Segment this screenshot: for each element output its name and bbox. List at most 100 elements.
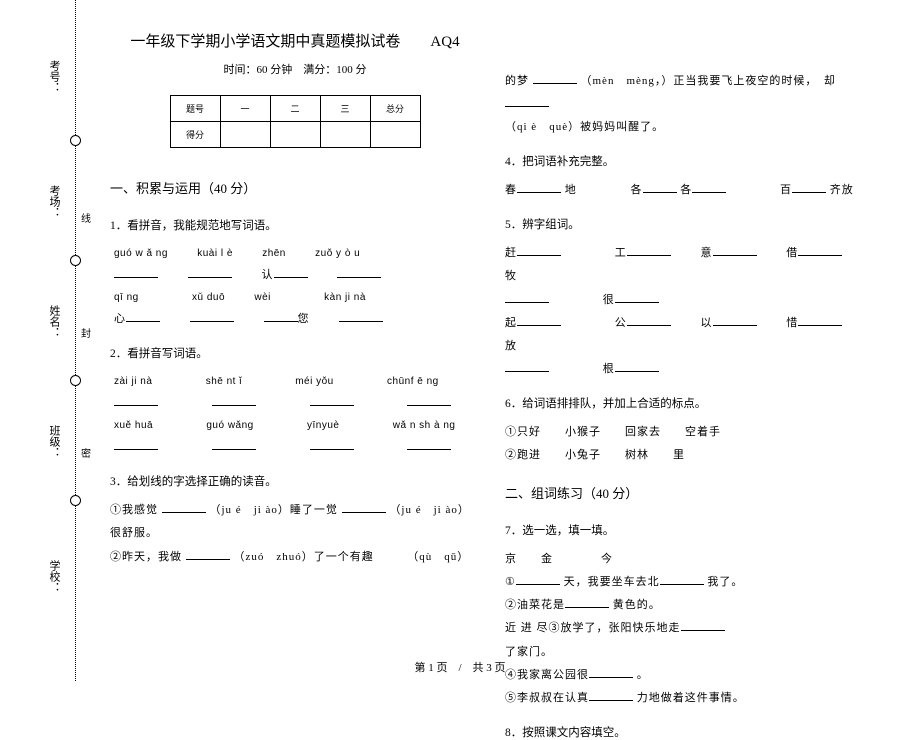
title-code: AQ4 [430, 34, 459, 50]
char: 您 [298, 313, 310, 325]
blank[interactable] [274, 266, 308, 278]
blank[interactable] [114, 266, 158, 278]
pinyin-row: zài ji nà shē nt ǐ méi yǒu chūnf ē ng [114, 371, 480, 392]
blank[interactable] [337, 266, 381, 278]
py: zuǒ y ò u [315, 248, 360, 259]
txt: 根 [603, 363, 615, 375]
blank[interactable] [660, 573, 704, 585]
pinyin-block: zài ji nà shē nt ǐ méi yǒu chūnf ē ng xu… [114, 371, 480, 459]
question-title: 5．辨字组词。 [505, 216, 875, 232]
exam-title: 一年级下学期小学语文期中真题模拟试卷 AQ4 [110, 30, 480, 51]
blank[interactable] [517, 244, 561, 256]
th: 总分 [370, 96, 420, 122]
blank[interactable] [792, 181, 826, 193]
txt: 各 [680, 184, 692, 196]
blank[interactable] [505, 291, 549, 303]
txt: 以 [701, 317, 713, 329]
blank[interactable] [339, 310, 383, 322]
blank[interactable] [186, 548, 230, 560]
py: kuài l è [197, 248, 233, 259]
th: 一 [220, 96, 270, 122]
blank[interactable] [310, 438, 354, 450]
txt: （zuó zhuó）了一个有趣 [234, 551, 374, 563]
blank[interactable] [798, 314, 842, 326]
question-title: 2．看拼音写词语。 [110, 345, 480, 361]
blank[interactable] [589, 689, 633, 701]
blank-row: 心 您 [114, 308, 480, 331]
table-row: 得分 [170, 122, 420, 148]
blank[interactable] [643, 181, 677, 193]
char: 认 [262, 269, 274, 281]
txt: 赶 [505, 247, 517, 259]
blank[interactable] [533, 72, 577, 84]
txt: （ju é ji ào） [389, 504, 469, 516]
py: méi yǒu [295, 376, 334, 387]
blank[interactable] [212, 438, 256, 450]
blank[interactable] [565, 596, 609, 608]
blank[interactable] [162, 501, 206, 513]
txt: 放 [505, 340, 517, 352]
py: wèi [254, 292, 271, 303]
th: 题号 [170, 96, 220, 122]
blank[interactable] [615, 291, 659, 303]
blank[interactable] [407, 438, 451, 450]
txt: （mèn mèng，）正当我要飞上夜空的时候， 却 [581, 75, 836, 87]
th: 二 [270, 96, 320, 122]
blank[interactable] [505, 360, 549, 372]
blank[interactable] [627, 244, 671, 256]
blank[interactable] [615, 360, 659, 372]
blank[interactable] [713, 314, 757, 326]
txt: 牧 [505, 270, 517, 282]
binding-char: 线 [81, 210, 91, 225]
binding-circle [70, 135, 81, 146]
section-heading: 二、组词练习（40 分） [505, 483, 875, 502]
binding-char: 封 [81, 325, 91, 340]
blank[interactable] [114, 438, 158, 450]
py: guó w ǎ ng [114, 248, 168, 259]
blank[interactable] [310, 394, 354, 406]
txt: 地 [565, 184, 577, 196]
blank[interactable] [505, 95, 549, 107]
text-line: 近 进 尽③放学了，张阳快乐地走 [505, 617, 875, 640]
blank[interactable] [516, 573, 560, 585]
blank[interactable] [212, 394, 256, 406]
txt: ① [505, 576, 516, 588]
blank[interactable] [126, 310, 160, 322]
blank[interactable] [407, 394, 451, 406]
txt: 工 [615, 247, 627, 259]
char: 心 [114, 313, 126, 325]
py: guó wǎng [206, 420, 253, 431]
blank[interactable] [692, 181, 726, 193]
py: yīnyuè [307, 420, 339, 431]
blank[interactable] [627, 314, 671, 326]
text-line: 的梦 （mèn mèng，）正当我要飞上夜空的时候， 却 [505, 70, 875, 116]
pinyin-block: guó w ǎ ng kuài l è zhēn zuǒ y ò u 认 qī … [114, 243, 480, 331]
blank[interactable] [114, 394, 158, 406]
pinyin-row: qī ng xǔ duō wèi kàn ji nà [114, 287, 480, 308]
txt: 意 [701, 247, 713, 259]
text-line: 京 金 今 [505, 548, 875, 571]
py: chūnf ē ng [387, 376, 439, 387]
blank[interactable] [264, 310, 298, 322]
blank[interactable] [190, 310, 234, 322]
blank[interactable] [517, 314, 561, 326]
txt: 公 [615, 317, 627, 329]
txt: 黄色的。 [613, 599, 661, 611]
binding-circle [70, 375, 81, 386]
txt: 各 [631, 184, 643, 196]
question-title: 4．把词语补充完整。 [505, 153, 875, 169]
txt: （ju é ji ào）睡了一觉 [210, 504, 338, 516]
question-title: 8．按照课文内容填空。 [505, 724, 875, 740]
score-table: 题号 一 二 三 总分 得分 [170, 95, 421, 148]
binding-circle [70, 255, 81, 266]
text-line: 根 [505, 358, 875, 381]
blank[interactable] [798, 244, 842, 256]
blank[interactable] [517, 181, 561, 193]
blank[interactable] [681, 619, 725, 631]
txt: 齐放 [830, 184, 854, 196]
binding-label: 考号： [46, 60, 62, 93]
blank[interactable] [188, 266, 232, 278]
blank[interactable] [713, 244, 757, 256]
text-line: 赶 工 意 借 牧 [505, 242, 875, 288]
blank[interactable] [342, 501, 386, 513]
